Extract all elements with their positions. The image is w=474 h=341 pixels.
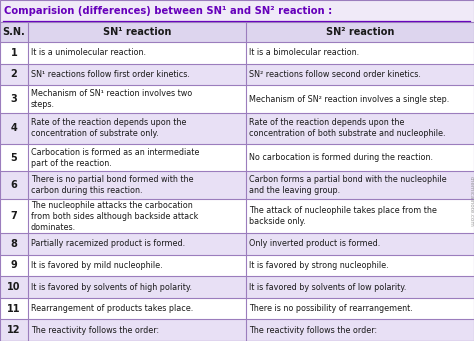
Text: chemicalnote.com: chemicalnote.com	[468, 176, 474, 226]
Bar	[0, 113, 474, 144]
Text: It is favored by solvents of high polarity.: It is favored by solvents of high polari…	[31, 283, 192, 292]
Text: 11: 11	[7, 303, 21, 314]
Text: It is a bimolecular reaction.: It is a bimolecular reaction.	[249, 48, 359, 57]
Text: 9: 9	[10, 261, 18, 270]
Text: S.N.: S.N.	[3, 27, 26, 37]
Bar	[0, 233, 474, 255]
Text: SN¹ reaction: SN¹ reaction	[103, 27, 171, 37]
Bar	[0, 320, 474, 341]
Bar	[0, 199, 474, 233]
Text: It is a unimolecular reaction.: It is a unimolecular reaction.	[31, 48, 146, 57]
Text: The reactivity follows the order:: The reactivity follows the order:	[31, 326, 159, 335]
Bar	[0, 0, 474, 22]
Text: SN² reactions follow second order kinetics.: SN² reactions follow second order kineti…	[249, 70, 421, 79]
Text: Rate of the reaction depends upon the
concentration of both substrate and nucleo: Rate of the reaction depends upon the co…	[249, 118, 446, 138]
Bar	[0, 298, 474, 320]
Bar	[0, 22, 474, 42]
Text: 2: 2	[10, 69, 18, 79]
Bar	[0, 85, 474, 113]
Text: It is favored by mild nucleophile.: It is favored by mild nucleophile.	[31, 261, 163, 270]
Text: 1: 1	[10, 48, 18, 58]
Text: The attack of nucleophile takes place from the
backside only.: The attack of nucleophile takes place fr…	[249, 206, 437, 226]
Text: The nucleophile attacks the carbocation
from both sides although backside attack: The nucleophile attacks the carbocation …	[31, 201, 199, 232]
Text: Only inverted product is formed.: Only inverted product is formed.	[249, 239, 380, 248]
Bar	[0, 255, 474, 276]
Bar	[0, 63, 474, 85]
Text: 6: 6	[10, 180, 18, 190]
Text: SN¹ reactions follow first order kinetics.: SN¹ reactions follow first order kinetic…	[31, 70, 190, 79]
Text: 3: 3	[10, 94, 18, 104]
Text: No carbocation is formed during the reaction.: No carbocation is formed during the reac…	[249, 153, 433, 162]
Text: There is no possibility of rearrangement.: There is no possibility of rearrangement…	[249, 304, 413, 313]
Text: SN² reaction: SN² reaction	[326, 27, 394, 37]
Bar	[0, 144, 474, 172]
Text: Carbocation is formed as an intermediate
part of the reaction.: Carbocation is formed as an intermediate…	[31, 148, 200, 168]
Text: 10: 10	[7, 282, 21, 292]
Text: Mechanism of SN² reaction involves a single step.: Mechanism of SN² reaction involves a sin…	[249, 94, 449, 104]
Text: Partially racemized product is formed.: Partially racemized product is formed.	[31, 239, 185, 248]
Text: 4: 4	[10, 123, 18, 133]
Text: It is favored by solvents of low polarity.: It is favored by solvents of low polarit…	[249, 283, 406, 292]
Text: Rearrangement of products takes place.: Rearrangement of products takes place.	[31, 304, 193, 313]
Text: 12: 12	[7, 325, 21, 335]
Text: Rate of the reaction depends upon the
concentration of substrate only.: Rate of the reaction depends upon the co…	[31, 118, 186, 138]
Text: 8: 8	[10, 239, 18, 249]
Text: Comparision (differences) between SN¹ and SN² reaction :: Comparision (differences) between SN¹ an…	[4, 6, 332, 16]
Text: There is no partial bond formed with the
carbon during this reaction.: There is no partial bond formed with the…	[31, 175, 193, 195]
Bar	[0, 42, 474, 63]
Bar	[0, 276, 474, 298]
Text: It is favored by strong nucleophile.: It is favored by strong nucleophile.	[249, 261, 389, 270]
Text: 7: 7	[10, 211, 18, 221]
Text: Carbon forms a partial bond with the nucleophile
and the leaving group.: Carbon forms a partial bond with the nuc…	[249, 175, 447, 195]
Text: Mechanism of SN¹ reaction involves two
steps.: Mechanism of SN¹ reaction involves two s…	[31, 89, 192, 109]
Bar	[0, 172, 474, 199]
Text: The reactivity follows the order:: The reactivity follows the order:	[249, 326, 377, 335]
Text: 5: 5	[10, 152, 18, 163]
